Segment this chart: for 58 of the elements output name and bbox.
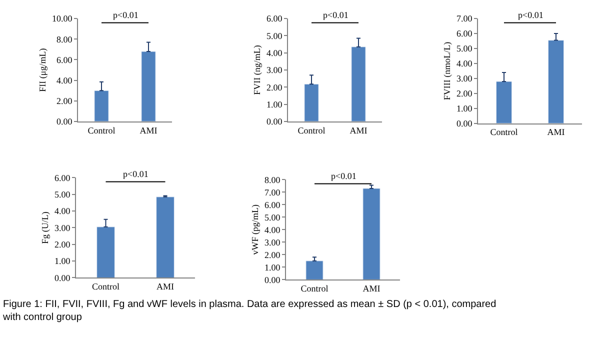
y-tick-label: 0.00 bbox=[264, 274, 281, 285]
y-tick-label: 2.00 bbox=[56, 96, 73, 106]
y-tick-label: 4.00 bbox=[456, 58, 473, 69]
y-axis-title: FVII (ng/mL) bbox=[252, 45, 262, 95]
x-tick-label: AMI bbox=[350, 125, 368, 136]
y-tick-label: 4.00 bbox=[266, 48, 283, 58]
y-tick-label: 2.00 bbox=[456, 88, 473, 99]
annotation: p<0.01 bbox=[123, 169, 148, 179]
y-tick-label: 0.00 bbox=[266, 116, 283, 127]
y-tick-label: 0.00 bbox=[56, 116, 73, 127]
y-tick-label: 2.00 bbox=[266, 82, 283, 92]
y-axis-title: Fg (U/L) bbox=[40, 212, 50, 244]
y-tick-label: 7.00 bbox=[456, 14, 473, 24]
y-axis-title: FVIII (nmoL/L) bbox=[442, 42, 452, 100]
y-tick-label: 1.00 bbox=[264, 262, 281, 272]
x-tick-label: AMI bbox=[547, 127, 565, 138]
y-tick-label: 5.00 bbox=[456, 44, 473, 54]
y-tick-label: 1.00 bbox=[456, 104, 473, 114]
y-tick-label: 4.00 bbox=[56, 75, 73, 86]
x-tick-label: Control bbox=[298, 125, 326, 136]
y-tick-label: 1.00 bbox=[266, 99, 283, 110]
y-tick-label: 6.00 bbox=[266, 14, 283, 24]
annotation: p<0.01 bbox=[331, 171, 356, 181]
annotation: p<0.01 bbox=[323, 10, 348, 20]
y-tick-label: 4.00 bbox=[54, 206, 71, 216]
x-tick-label: Control bbox=[92, 282, 120, 292]
y-tick-label: 3.00 bbox=[456, 74, 473, 84]
y-tick-label: 6.00 bbox=[54, 172, 71, 183]
y-tick-label: 6.00 bbox=[56, 54, 73, 65]
y-tick-label: 5.00 bbox=[264, 212, 281, 222]
x-tick-label: AMI bbox=[156, 282, 174, 292]
annotation: p<0.01 bbox=[113, 10, 138, 20]
y-tick-label: 2.00 bbox=[264, 250, 281, 260]
y-tick-label: 0.00 bbox=[456, 118, 473, 129]
y-axis-title: FII (μg/mL) bbox=[37, 48, 48, 92]
caption: Figure 1: FII, FVII, FVIII, Fg and vWF levels in plasma. Data are expressed as mean ± SD (p < 0.01), compared with control group bbox=[2, 299, 496, 323]
y-tick-label: 8.00 bbox=[56, 34, 73, 44]
x-tick-label: Control bbox=[490, 127, 518, 138]
y-tick-label: 3.00 bbox=[264, 237, 281, 248]
y-tick-label: 2.00 bbox=[54, 240, 71, 250]
y-tick-label: 3.00 bbox=[54, 222, 71, 233]
y-tick-label: 3.00 bbox=[266, 65, 283, 76]
y-tick-label: 7.00 bbox=[264, 187, 281, 198]
y-tick-label: 6.00 bbox=[264, 200, 281, 210]
y-tick-label: 8.00 bbox=[264, 174, 281, 185]
x-tick-label: AMI bbox=[362, 283, 380, 294]
y-axis-title: vWF (pg/mL) bbox=[250, 204, 260, 255]
y-tick-label: 4.00 bbox=[264, 224, 281, 235]
y-tick-label: 10.00 bbox=[52, 14, 73, 24]
y-tick-label: 6.00 bbox=[456, 28, 473, 39]
x-tick-label: Control bbox=[88, 125, 116, 136]
y-tick-label: 0.00 bbox=[54, 272, 71, 283]
annotation: p<0.01 bbox=[518, 10, 544, 20]
x-tick-label: Control bbox=[300, 283, 329, 294]
y-tick-label: 5.00 bbox=[54, 190, 71, 200]
x-tick-label: AMI bbox=[140, 125, 158, 136]
y-tick-label: 5.00 bbox=[266, 30, 283, 41]
y-tick-label: 1.00 bbox=[54, 256, 71, 266]
